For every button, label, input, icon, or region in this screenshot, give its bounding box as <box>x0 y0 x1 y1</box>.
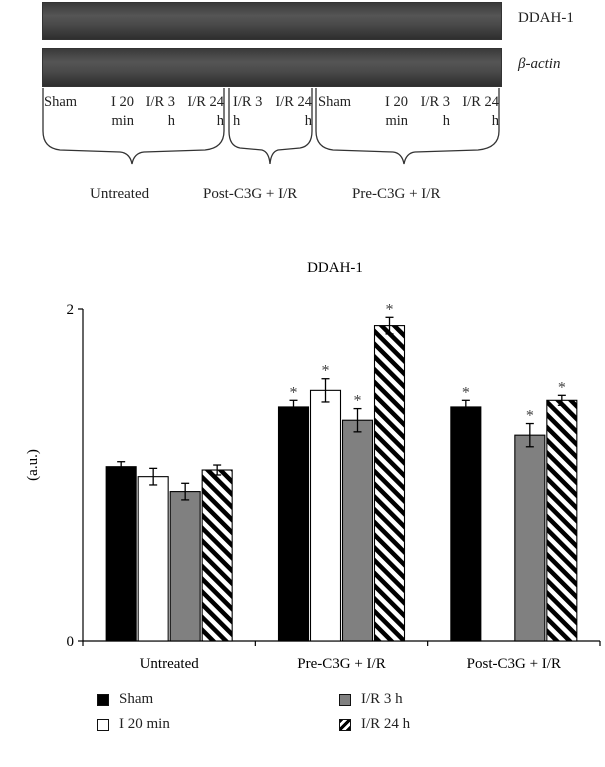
lane-post-ir24: I/R 24 h <box>275 94 312 129</box>
bar-ir24-1 <box>373 325 406 642</box>
significance-marker: * <box>386 301 394 318</box>
band-label-ddah1: DDAH-1 <box>518 10 574 26</box>
legend-swatch-i20 <box>97 718 109 731</box>
chart-title: DDAH-1 <box>307 260 363 276</box>
x-tick-label: Post-C3G + I/R <box>467 656 561 672</box>
lane-pre-ir3: I/R 3 h <box>420 94 450 129</box>
bar-sham-2 <box>450 406 482 642</box>
legend-label-sham: Sham <box>119 691 154 707</box>
bar-ir3-2 <box>514 434 546 642</box>
brace-pre <box>315 88 500 165</box>
brace-post <box>228 88 313 165</box>
legend-item-sham: Sham <box>97 691 153 708</box>
legend-label-ir24: I/R 24 h <box>361 716 411 732</box>
legend-swatch-sham <box>97 693 109 706</box>
lane-untreated-ir24: I/R 24 h <box>187 94 224 129</box>
group-braces <box>42 88 500 165</box>
legend-item-ir24: I/R 24 h <box>339 716 410 733</box>
group-label-untreated: Untreated <box>90 186 150 202</box>
y-axis-label: (a.u.) <box>25 449 41 481</box>
y-tick-label: 2 <box>67 302 75 318</box>
legend-label-i20: I 20 min <box>119 716 170 732</box>
legend-label-ir3: I/R 3 h <box>361 691 403 707</box>
blot-band-ddah1 <box>42 2 502 40</box>
bar-chart: DDAH-1 (a.u.) 0 2 Untreated Pre-C3G + I/R Po… <box>25 260 601 672</box>
group-label-pre: Pre-C3G + I/R <box>352 186 441 202</box>
brace-untreated <box>42 88 225 165</box>
lane-pre-i20: I 20 min <box>385 94 408 129</box>
significance-marker: * <box>462 384 470 401</box>
lane-untreated-i20: I 20 min <box>111 94 134 129</box>
bar-sham-1 <box>277 406 310 642</box>
legend-swatch-ir24 <box>339 718 351 731</box>
x-tick-label: Pre-C3G + I/R <box>297 656 385 672</box>
bar-i20-1 <box>309 389 342 642</box>
lane-untreated-sham: Sham <box>44 94 78 110</box>
bar-sham-0 <box>105 466 137 642</box>
bar-i20-0 <box>137 476 169 642</box>
significance-marker: * <box>526 408 534 425</box>
lane-pre-sham: Sham <box>318 94 352 110</box>
significance-marker: * <box>322 363 330 380</box>
lane-post-ir3: I/R 3 h <box>233 94 263 129</box>
bar-ir24-2 <box>546 399 578 642</box>
band-label-actin: β-actin <box>518 56 561 72</box>
x-tick-label: Untreated <box>140 656 200 672</box>
legend-item-i20: I 20 min <box>97 716 170 733</box>
group-label-post: Post-C3G + I/R <box>203 186 298 202</box>
significance-marker: * <box>354 393 362 410</box>
y-tick-label: 0 <box>67 634 75 650</box>
bar-ir24-0 <box>201 469 233 642</box>
bar-ir3-1 <box>341 419 374 642</box>
lane-untreated-ir3: I/R 3 h <box>145 94 175 129</box>
significance-marker: * <box>558 379 566 396</box>
legend-item-ir3: I/R 3 h <box>339 691 403 708</box>
significance-marker: * <box>290 384 298 401</box>
legend-swatch-ir3 <box>339 693 351 706</box>
blot-band-actin <box>42 48 502 87</box>
bar-ir3-0 <box>169 491 201 642</box>
lane-pre-ir24: I/R 24 h <box>462 94 499 129</box>
